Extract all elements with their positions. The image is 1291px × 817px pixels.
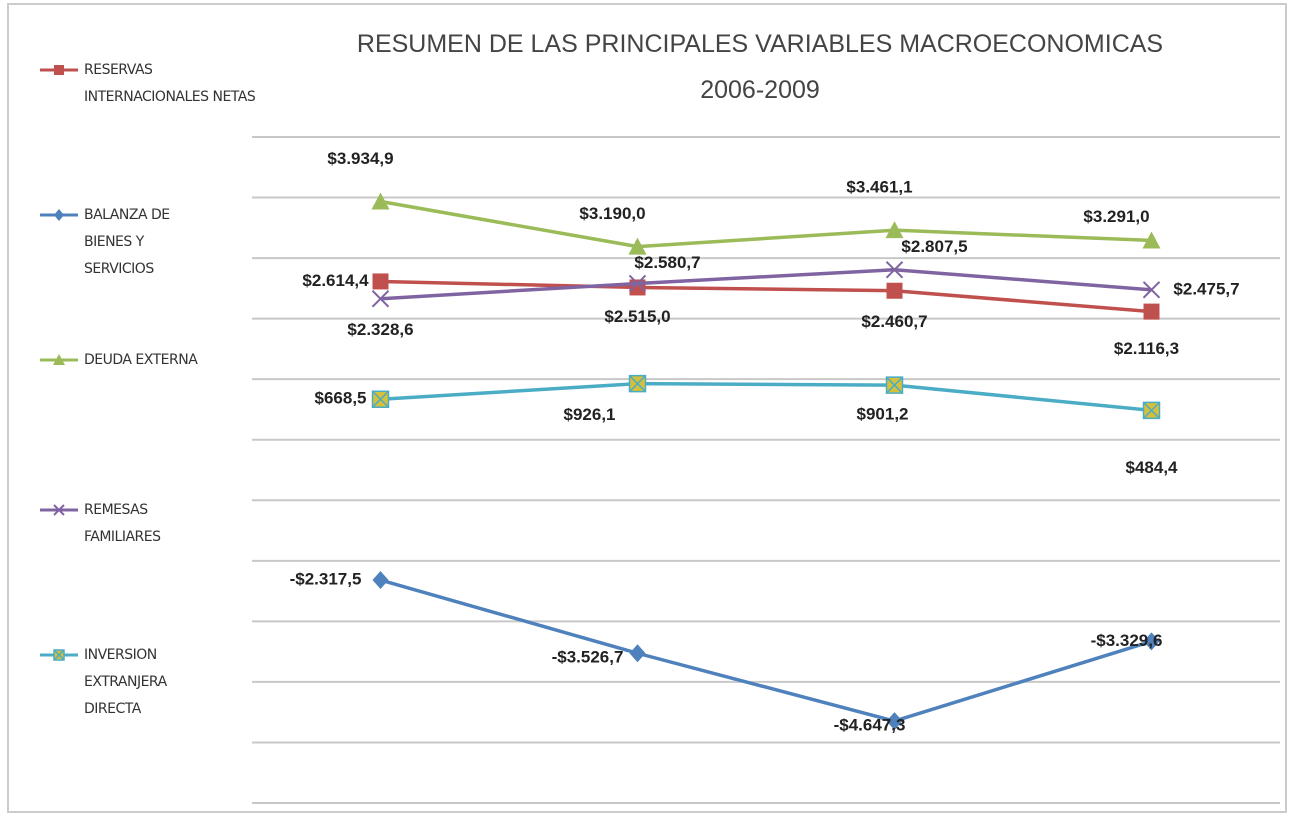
data-label: $2.614,4 [302, 271, 369, 290]
legend-marker [54, 65, 64, 75]
marker [885, 376, 904, 394]
legend-label: RESERVAS INTERNACIONALES NETAS [84, 62, 256, 105]
legend-marker [53, 649, 65, 661]
marker [372, 571, 389, 590]
data-label: $2.475,7 [1173, 279, 1239, 298]
data-label: -$3.329,6 [1091, 631, 1163, 650]
marker [1143, 303, 1160, 320]
legend-label: BALANZA DE BIENES Y SERVICIOS [84, 207, 170, 277]
marker [1142, 401, 1161, 420]
marker [371, 290, 390, 308]
marker [885, 221, 904, 239]
data-label: $926,1 [564, 405, 616, 424]
data-label: -$4.647,3 [834, 716, 906, 735]
data-label: $3.190,0 [579, 204, 645, 223]
legend-label: INVERSION EXTRANJERA DIRECTA [84, 647, 167, 717]
data-label: $3.934,9 [327, 149, 393, 168]
data-label: $3.291,0 [1083, 207, 1149, 226]
marker [372, 273, 389, 290]
data-label: $2.116,3 [1114, 339, 1179, 358]
marker [885, 261, 904, 279]
marker [628, 374, 647, 393]
marker [1143, 632, 1160, 651]
series-line [380, 199, 1152, 249]
marker [886, 712, 903, 731]
data-label: $484,4 [1126, 458, 1179, 477]
data-label: $2.580,7 [634, 253, 700, 272]
marker [1142, 231, 1161, 249]
chart-title: RESUMEN DE LAS PRINCIPALES VARIABLES MAC… [357, 30, 1163, 58]
series-line [380, 279, 1152, 314]
marker [371, 390, 390, 409]
data-label: $2.460,7 [861, 312, 927, 331]
data-label: $901,2 [857, 405, 909, 424]
data-label: $3.461,1 [846, 178, 912, 197]
data-label: -$2.317,5 [290, 570, 362, 589]
data-label: $668,5 [315, 389, 367, 408]
marker [628, 237, 647, 255]
marker [886, 282, 903, 299]
data-label: $2.328,6 [347, 320, 413, 339]
series-line [380, 267, 1152, 301]
legend-marker [53, 354, 65, 365]
marker [371, 192, 390, 210]
marker [1142, 281, 1161, 299]
data-label: $2.807,5 [901, 237, 967, 256]
series-line [380, 578, 1153, 723]
legend-label: REMESAS FAMILIARES [84, 502, 161, 545]
legend-label: DEUDA EXTERNA [84, 352, 198, 368]
chart-subtitle: 2006-2009 [700, 76, 820, 104]
marker [628, 274, 647, 293]
chart-frame [7, 3, 1287, 813]
data-label: $2.515,0 [604, 307, 670, 326]
series-line [380, 381, 1152, 413]
legend-marker [53, 504, 65, 516]
marker [629, 644, 646, 663]
data-label: -$3.526,7 [552, 648, 624, 667]
legend-marker [54, 209, 64, 221]
